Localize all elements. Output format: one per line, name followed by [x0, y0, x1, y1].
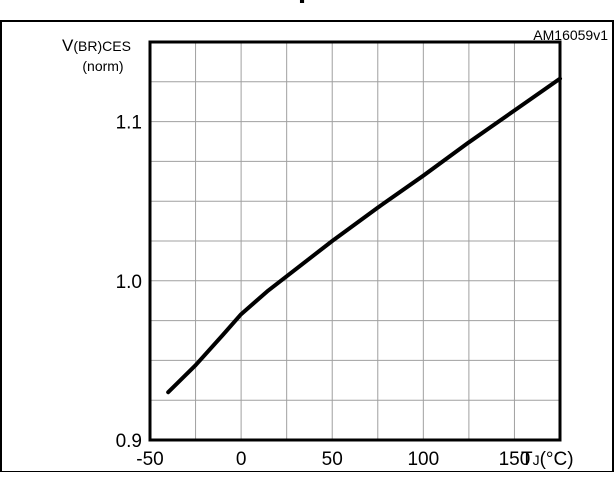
y-tick-label: 1.0 [116, 272, 142, 293]
x-tick-label: 100 [407, 449, 439, 470]
figure-id: AM16059v1 [533, 27, 608, 43]
y-axis-label-unit: (norm) [82, 58, 123, 74]
x-axis-label: TJ(°C) [521, 449, 574, 470]
outer-frame [0, 20, 614, 473]
x-axis-label-text: TJ(°C) [521, 449, 574, 470]
series-line-0 [166, 76, 562, 395]
y-tick-label: 0.9 [116, 431, 142, 452]
grid [150, 42, 560, 440]
header-fragment: p [298, 0, 316, 4]
plot-frame [148, 40, 562, 442]
tick-labels: -50 0 50 100 150 0.9 1.0 1.1 [116, 113, 531, 470]
y-axis-label: V(BR)CES (norm) [62, 36, 131, 74]
x-tick-label: 150 [499, 449, 531, 470]
x-tick-label: -50 [136, 449, 163, 470]
y-axis-label-main: V [62, 36, 74, 55]
curve-layer [166, 76, 562, 395]
y-axis-label-text: V(BR)CES [62, 36, 131, 55]
x-axis-label-unit: (°C) [540, 449, 574, 470]
x-axis-label-subscript: J [533, 452, 540, 468]
x-tick-label: 50 [322, 449, 343, 470]
x-axis-label-main: T [521, 449, 533, 470]
y-axis-label-subscript: (BR)CES [73, 38, 131, 54]
y-tick-label: 1.1 [116, 113, 142, 134]
x-tick-label: 0 [236, 449, 247, 470]
